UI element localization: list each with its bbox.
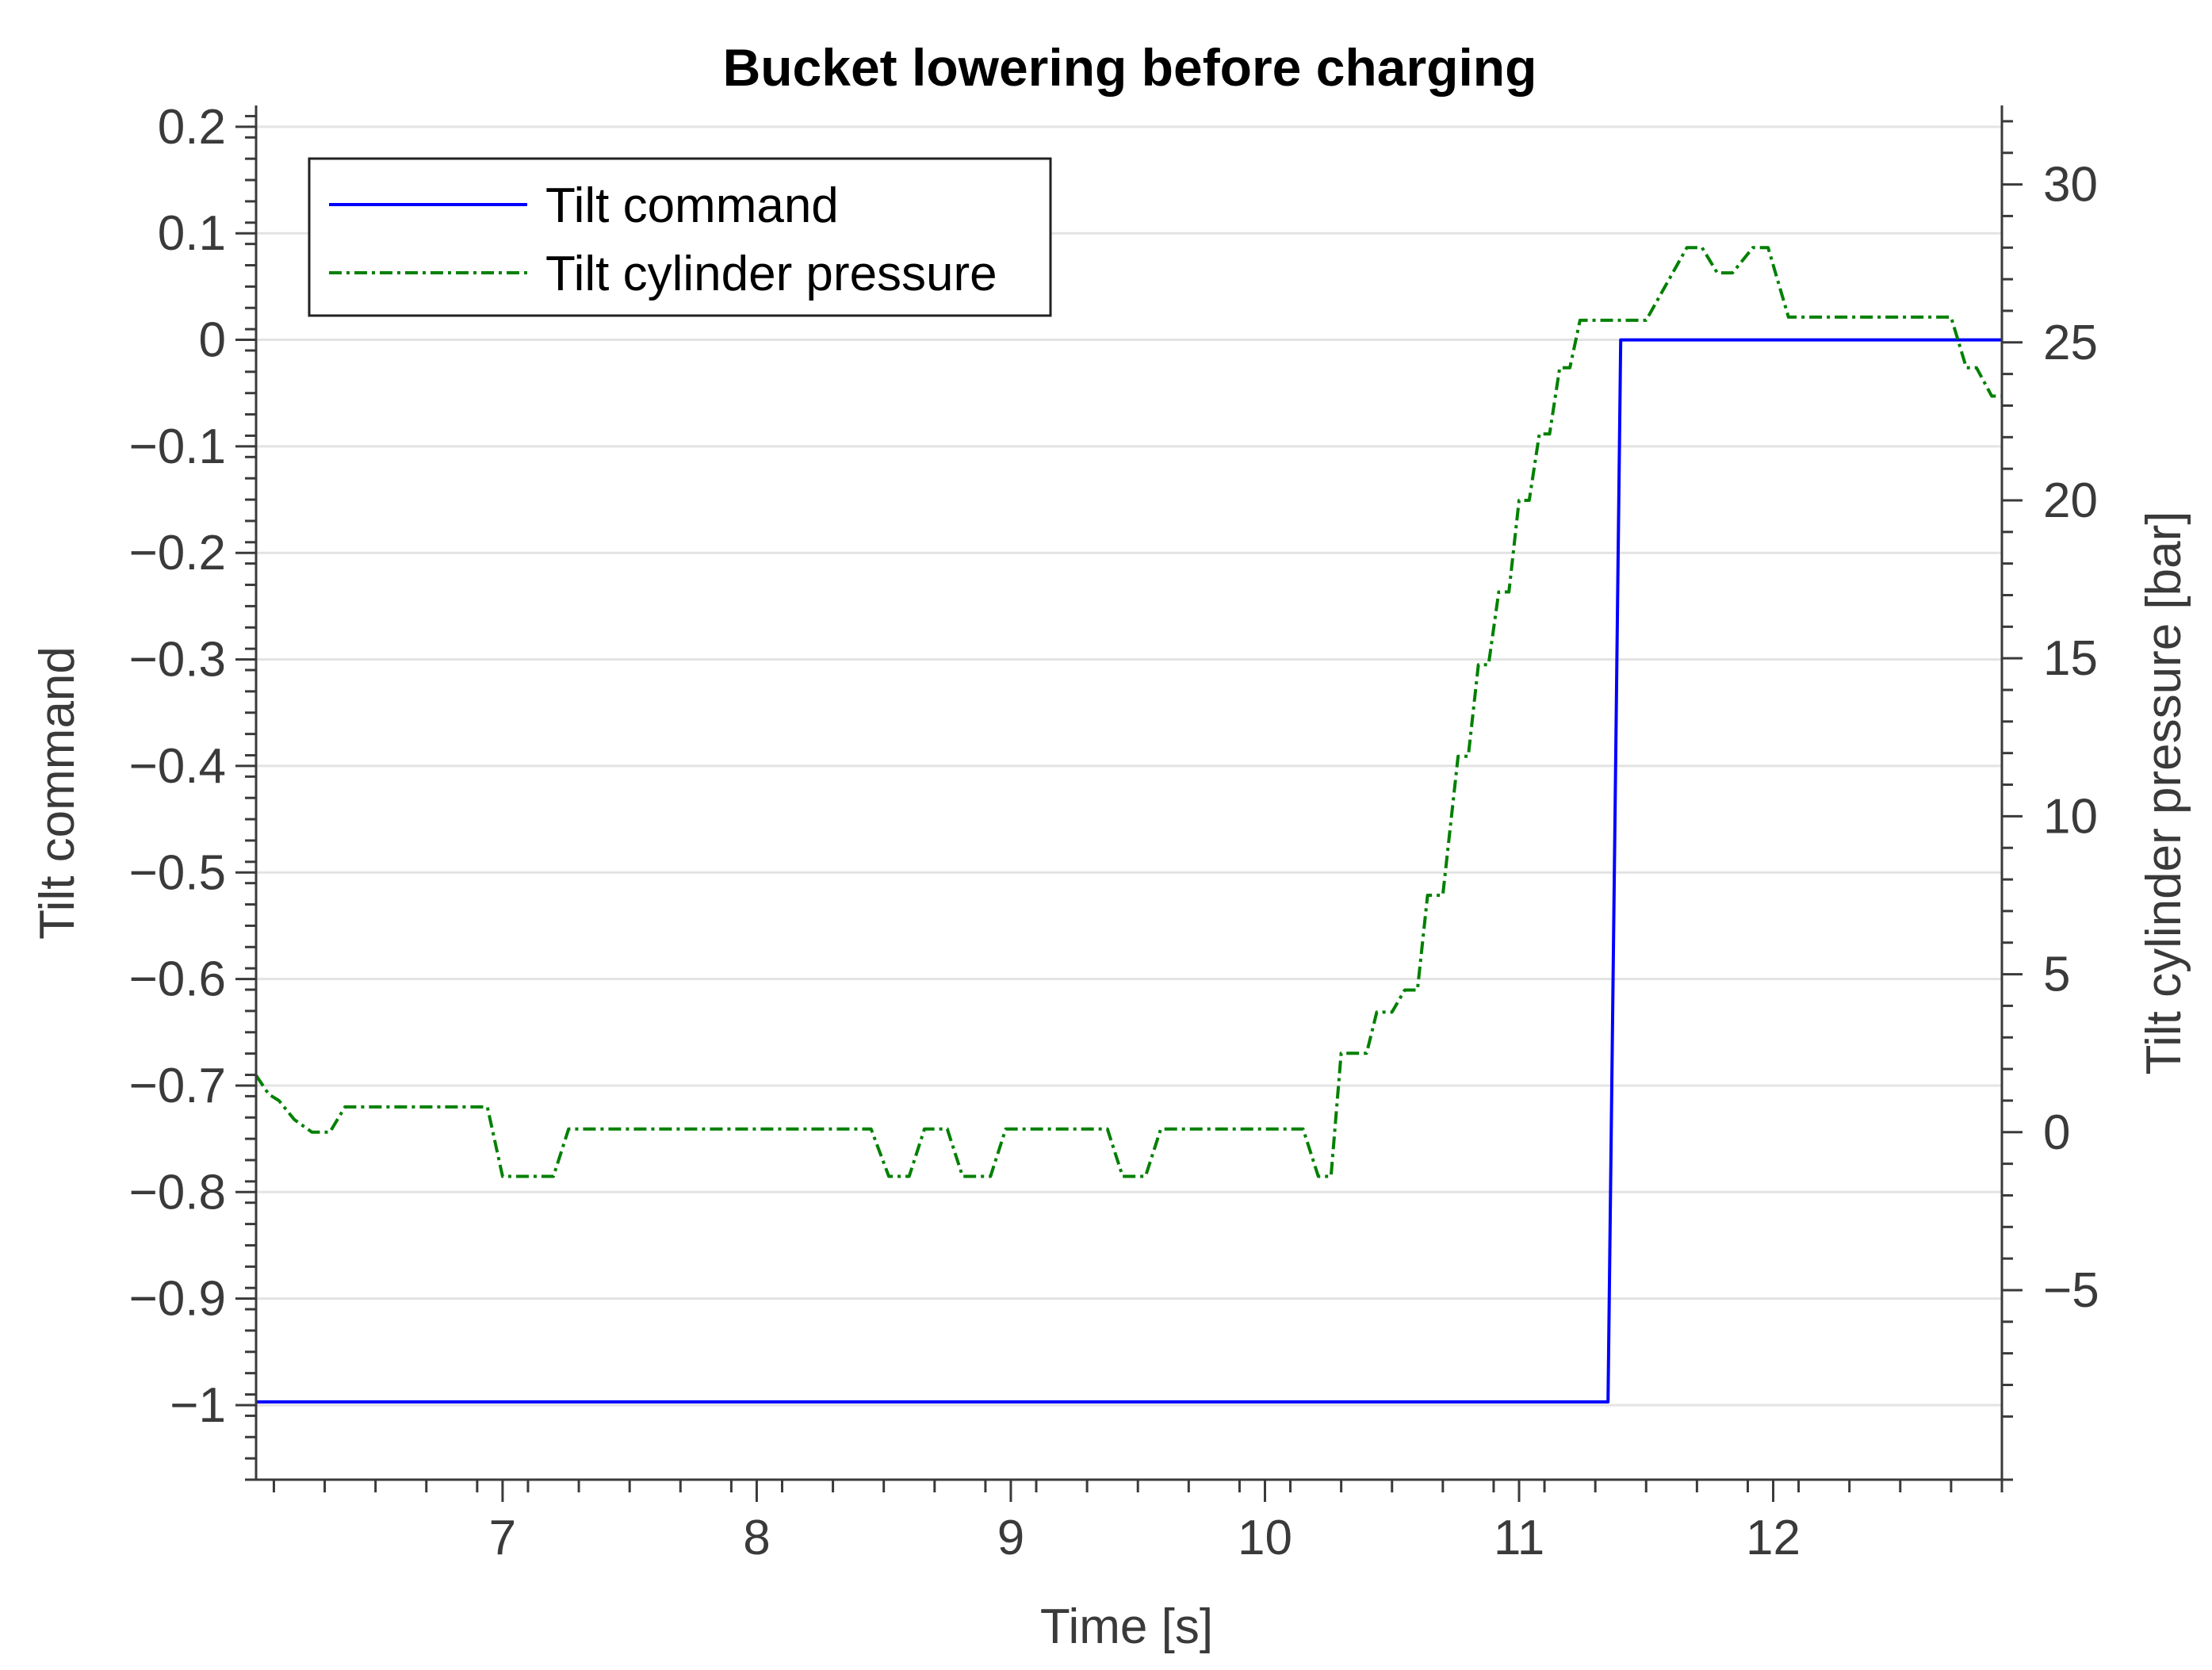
x-axis-label: Time [s] (1040, 1599, 1213, 1654)
x-tick-label: 7 (489, 1511, 516, 1565)
y-left-tick-label: −0.1 (129, 419, 226, 474)
y-left-tick-label: −0.6 (129, 952, 226, 1007)
y-left-tick-label: −0.8 (129, 1165, 226, 1220)
y-left-axis-label: Tilt command (30, 646, 85, 940)
x-tick-label: 9 (997, 1511, 1024, 1565)
y-right-tick-label: 25 (2043, 316, 2098, 370)
grid-lines (256, 125, 2002, 1407)
legend: Tilt command Tilt cylinder pressure (308, 157, 1052, 317)
y-right-tick-label: 30 (2043, 158, 2098, 213)
series-line-tilt-command (256, 338, 2002, 1404)
x-tick-label: 11 (1494, 1511, 1544, 1565)
y-left-tick-label: −0.4 (129, 739, 226, 794)
axes: 0.2 0.1 0 −0.1 −0.2 −0.3 −0.4 −0.5 −0.6 −0.7 −0.8 −… (129, 100, 2099, 1565)
y-right-tick-label: 10 (2043, 789, 2098, 844)
y-left-tick-label: −0.2 (129, 526, 226, 580)
y-left-tick-label: 0 (199, 313, 226, 368)
plot-area (254, 246, 2002, 1404)
y-left-tick-label: −0.7 (129, 1059, 226, 1113)
y-left-tick-label: −0.5 (129, 845, 226, 900)
y-left-tick-label: −1 (170, 1378, 226, 1433)
series-line-tilt-cylinder-pressure (254, 246, 2002, 1178)
y-right-tick-label: 15 (2043, 631, 2098, 686)
legend-label-tilt-cylinder-pressure: Tilt cylinder pressure (545, 247, 997, 301)
legend-label-tilt-command: Tilt command (545, 178, 839, 233)
y-left-tick-label: −0.9 (129, 1272, 226, 1327)
legend-box (308, 157, 1052, 317)
x-tick-label: 10 (1238, 1511, 1292, 1565)
y-left-tick-label: 0.2 (158, 100, 226, 155)
chart-title: Bucket lowering before charging (723, 38, 1537, 97)
y-right-tick-label: −5 (2043, 1263, 2099, 1318)
y-right-axis-label: Tilt cylinder pressure [bar] (2137, 511, 2191, 1075)
y-right-tick-label: 0 (2043, 1105, 2070, 1160)
x-tick-label: 12 (1746, 1511, 1801, 1565)
y-left-tick-label: −0.3 (129, 633, 226, 688)
y-right-tick-label: 5 (2043, 948, 2070, 1002)
x-tick-label: 8 (743, 1511, 770, 1565)
y-left-tick-label: 0.1 (158, 206, 226, 261)
y-right-tick-label: 20 (2043, 473, 2098, 528)
